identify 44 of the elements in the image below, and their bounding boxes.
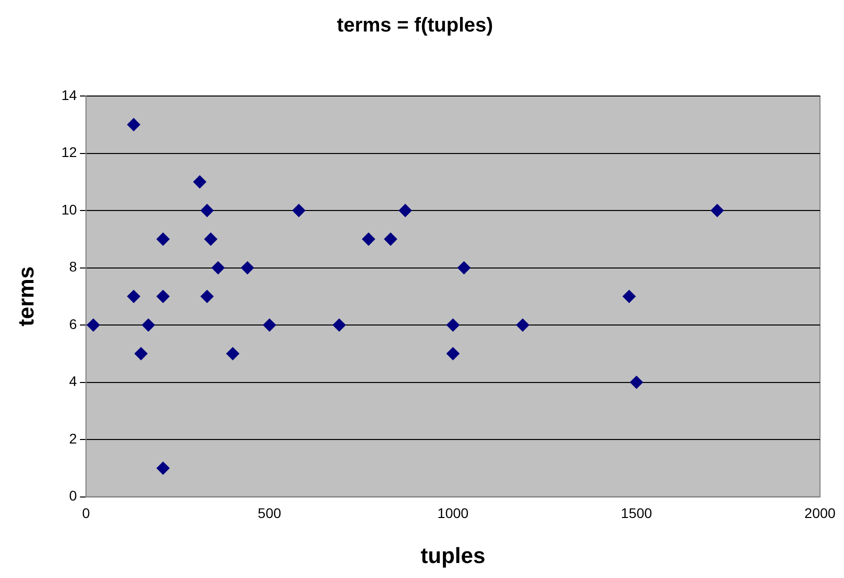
point bbox=[156, 290, 170, 303]
point bbox=[446, 318, 460, 332]
x-tick-label: 0 bbox=[82, 505, 90, 522]
x-axis-title: tuples bbox=[420, 542, 486, 568]
point bbox=[142, 318, 155, 332]
y-tick-label: 6 bbox=[69, 316, 78, 332]
point bbox=[516, 318, 530, 332]
point bbox=[200, 290, 214, 303]
y-tick-label: 14 bbox=[61, 86, 78, 103]
point bbox=[630, 376, 643, 389]
x-tick-label: 2000 bbox=[804, 505, 836, 522]
point bbox=[226, 347, 240, 360]
point bbox=[446, 347, 460, 360]
y-tick-label: 8 bbox=[69, 258, 78, 275]
point bbox=[127, 118, 140, 132]
point bbox=[240, 261, 254, 274]
x-tick-label: 1000 bbox=[437, 505, 469, 522]
point bbox=[156, 462, 170, 475]
y-axis-title: terms bbox=[13, 266, 38, 326]
point bbox=[622, 290, 636, 303]
point bbox=[204, 232, 218, 246]
point bbox=[193, 175, 206, 188]
point bbox=[457, 261, 470, 274]
point bbox=[86, 318, 100, 332]
x-tick-label: 1500 bbox=[620, 505, 652, 522]
point bbox=[156, 232, 170, 246]
point bbox=[262, 318, 276, 332]
point bbox=[710, 204, 724, 218]
point bbox=[332, 318, 346, 332]
point bbox=[398, 204, 412, 218]
y-tick-label: 12 bbox=[61, 144, 78, 160]
y-tick-label: 4 bbox=[69, 373, 78, 390]
x-tick-label: 500 bbox=[258, 505, 282, 522]
point bbox=[134, 347, 148, 360]
y-tick-label: 0 bbox=[69, 488, 78, 504]
chart-title: terms = f(tuples) bbox=[336, 14, 494, 37]
point bbox=[384, 232, 398, 246]
point bbox=[127, 290, 140, 303]
y-tick-label: 10 bbox=[61, 201, 78, 218]
point bbox=[200, 204, 214, 218]
y-tick-label: 2 bbox=[69, 430, 78, 446]
point bbox=[362, 232, 376, 246]
point bbox=[212, 261, 225, 274]
point bbox=[292, 204, 306, 218]
